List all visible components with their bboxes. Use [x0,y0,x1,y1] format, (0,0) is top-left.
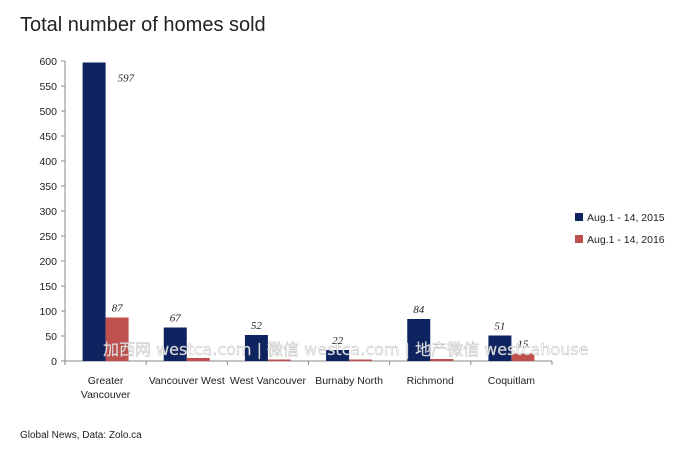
data-label: 67 [170,313,182,325]
legend-swatch [575,235,583,243]
x-category-label: Vancouver West [149,375,225,387]
data-label: 52 [251,320,263,332]
bar-2016 [267,359,291,361]
bar-2015 [326,350,350,361]
x-category-label: Coquitlam [488,375,536,387]
watermark: 加西网 westca.com | 微信 westca.com | 地产微信 we… [103,340,589,359]
data-label: 51 [494,321,505,333]
bar-2016 [511,353,535,361]
data-label: 87 [112,303,124,315]
bar-2015 [407,319,431,361]
x-category-label: Greater [88,375,124,387]
data-label: 84 [413,304,425,316]
y-tick-label: 50 [45,331,57,343]
data-label: 22 [332,335,344,347]
legend-label: Aug.1 - 14, 2015 [587,212,665,224]
y-tick-label: 500 [39,106,57,118]
source-note: Global News, Data: Zolo.ca [20,430,142,441]
y-tick-label: 0 [51,356,57,368]
bar-2015 [163,327,187,361]
y-tick-label: 600 [39,56,57,68]
data-label: 597 [118,73,135,85]
data-label: 15 [517,339,529,351]
y-tick-label: 350 [39,181,57,193]
y-tick-label: 100 [39,306,57,318]
bar-2015 [488,335,512,361]
bar-2016 [105,317,129,361]
y-tick-label: 300 [39,206,57,218]
bar-2015 [244,335,268,361]
bar-2016 [430,359,454,361]
y-tick-label: 550 [39,81,57,93]
bar-2016 [349,359,373,361]
bar-2016 [186,358,210,361]
y-tick-label: 150 [39,281,57,293]
y-tick-label: 200 [39,256,57,268]
y-tick-label: 450 [39,131,57,143]
bar-2015 [82,62,106,361]
y-tick-label: 400 [39,156,57,168]
chart-title: Total number of homes sold [20,14,266,36]
legend-swatch [575,213,583,221]
y-tick-label: 250 [39,231,57,243]
x-category-label: West Vancouver [230,375,307,387]
x-category-label: Vancouver [81,389,131,401]
x-category-label: Richmond [407,375,454,387]
legend-label: Aug.1 - 14, 2016 [587,234,665,246]
x-category-label: Burnaby North [315,375,383,387]
